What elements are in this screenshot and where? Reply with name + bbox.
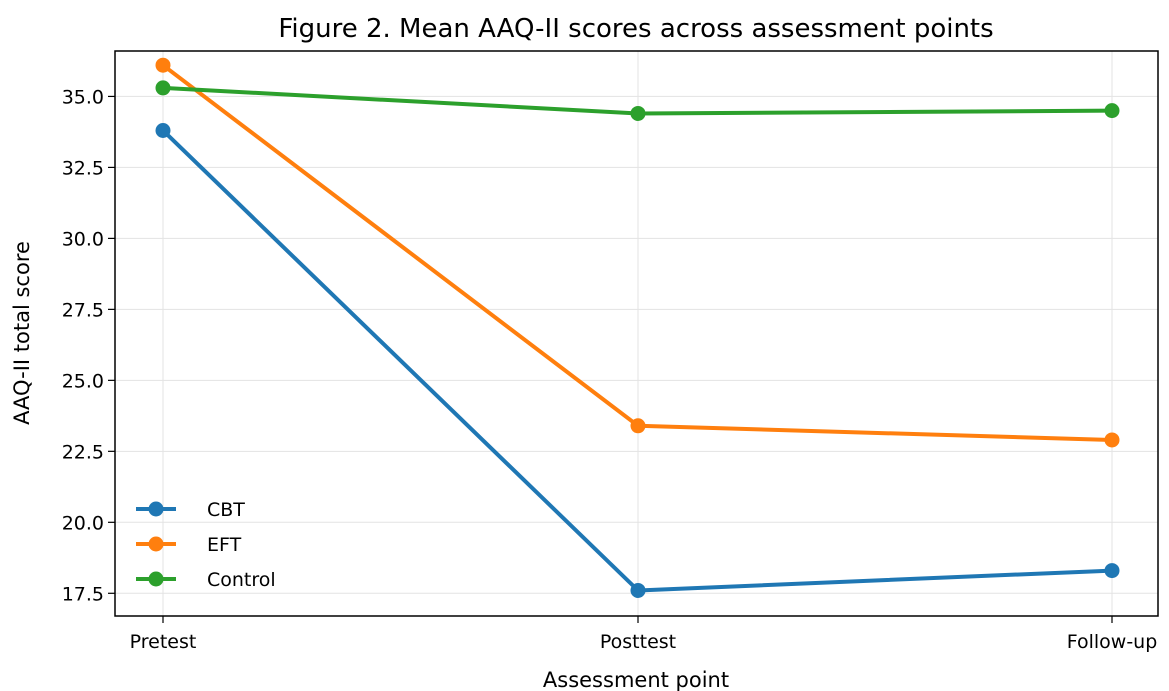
legend-item-cbt: CBT [136, 499, 245, 521]
data-point-control [630, 105, 646, 121]
legend-swatch-marker [148, 501, 164, 517]
x-axis-label: Assessment point [543, 668, 729, 691]
chart-title: Figure 2. Mean AAQ-II scores across asse… [278, 14, 993, 44]
data-point-cbt [630, 582, 646, 598]
series-cbt [155, 122, 1120, 598]
y-tick-label: 27.5 [62, 299, 104, 321]
grid-lines [115, 51, 1158, 616]
legend-item-control: Control [136, 569, 276, 591]
legend: CBT EFT Control [136, 499, 276, 591]
y-tick-label: 17.5 [62, 583, 104, 605]
y-tick-label: 20.0 [62, 512, 104, 534]
y-axis-label: AAQ-II total score [10, 241, 34, 425]
y-tick-label: 22.5 [62, 441, 104, 463]
y-tick-label: 30.0 [62, 228, 104, 250]
data-point-eft [630, 418, 646, 434]
data-point-control [155, 80, 171, 96]
y-tick-label: 32.5 [62, 157, 104, 179]
data-point-cbt [1104, 563, 1120, 579]
axis-ticks: Pretest Posttest Follow-up 17.5 20.0 22.5 25.0… [62, 86, 1158, 653]
x-tick-label: Pretest [130, 631, 197, 653]
series-layer [155, 57, 1120, 598]
legend-item-eft: EFT [136, 534, 242, 556]
legend-label: Control [207, 569, 276, 591]
x-tick-label: Posttest [600, 631, 676, 653]
legend-label: EFT [207, 534, 242, 556]
legend-swatch-marker [148, 571, 164, 587]
y-tick-label: 35.0 [62, 86, 104, 108]
legend-swatch-marker [148, 536, 164, 552]
legend-label: CBT [207, 499, 245, 521]
data-point-cbt [155, 122, 171, 138]
series-control [155, 80, 1120, 121]
y-tick-label: 25.0 [62, 370, 104, 392]
series-eft [155, 57, 1120, 448]
x-tick-label: Follow-up [1067, 631, 1158, 653]
plot-frame [114, 50, 1159, 617]
data-point-eft [1104, 432, 1120, 448]
data-point-control [1104, 103, 1120, 119]
data-point-eft [155, 57, 171, 73]
